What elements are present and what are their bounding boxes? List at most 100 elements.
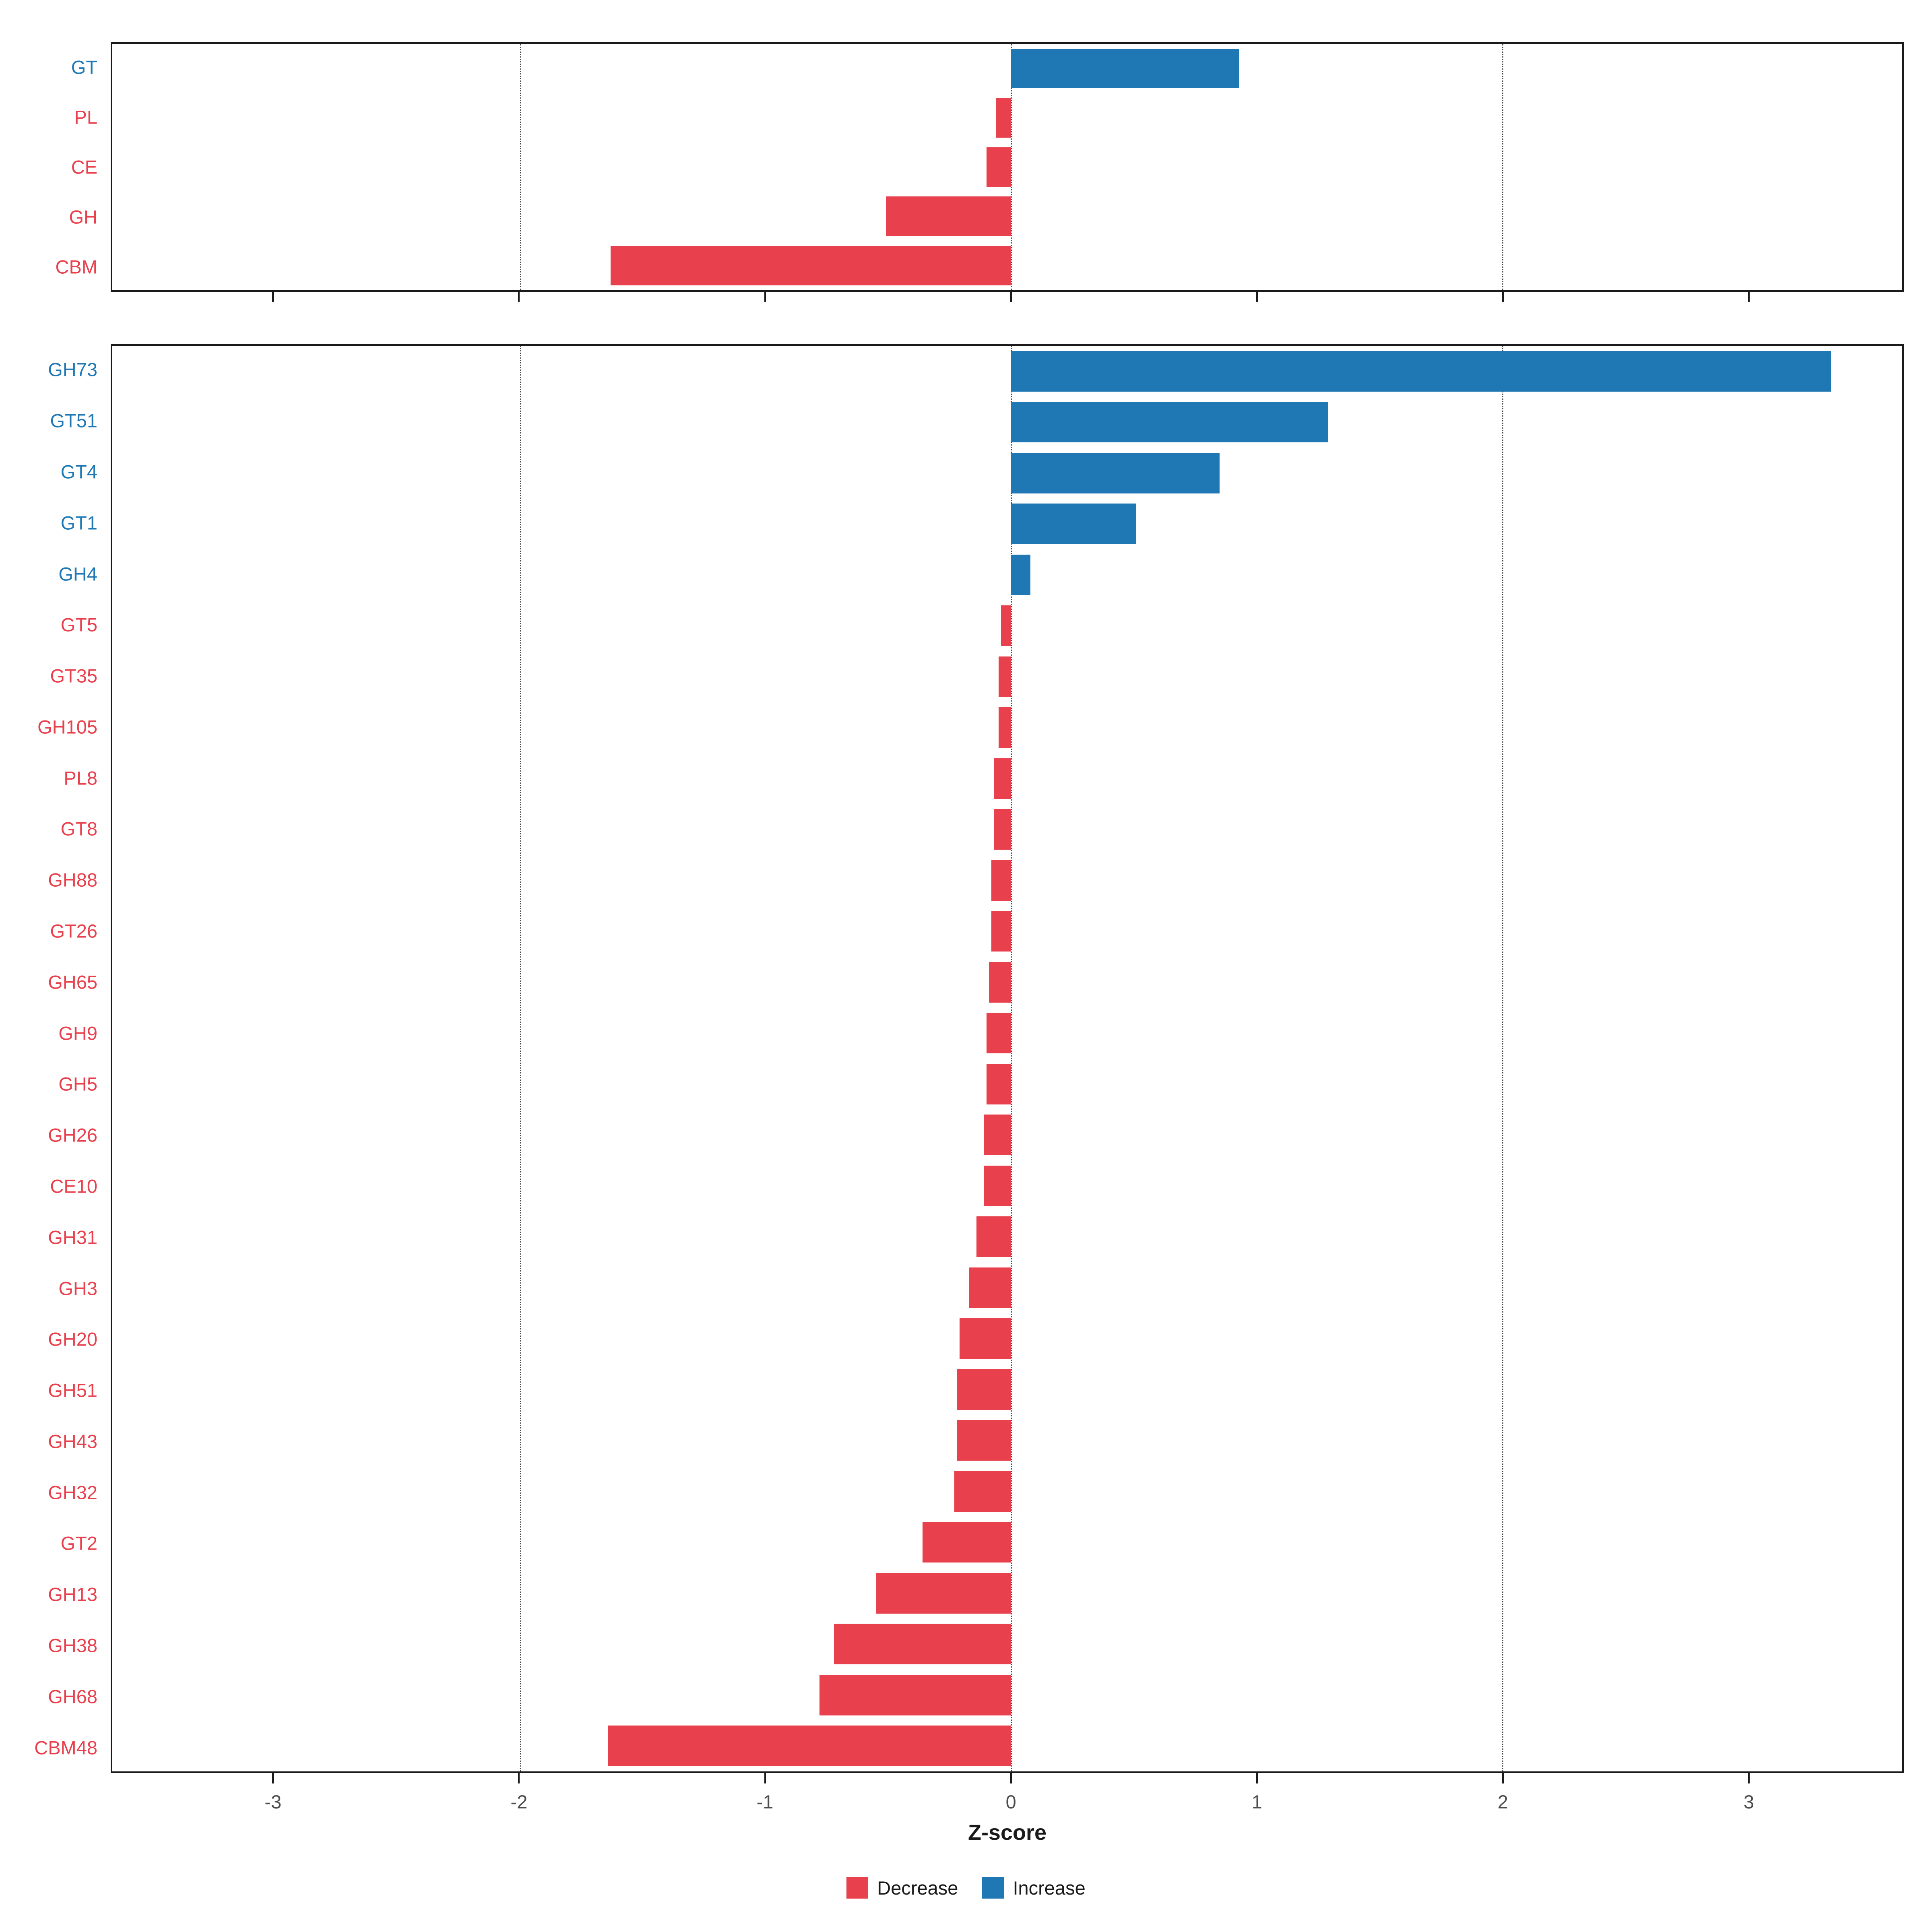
bar-gt	[1011, 49, 1239, 89]
bar-gt4	[1011, 452, 1220, 493]
bottom-panel-x-tick-marks	[111, 1773, 1904, 1783]
bottom-panel-category-labels: GH73 GT51 GT4 GT1 GH4 GT5 GT35 GH105 PL8 GT8 GH88 G…	[0, 344, 104, 1773]
category-label-gt8: GT8	[60, 818, 97, 840]
category-label-gt51: GT51	[50, 410, 97, 431]
top-panel-plot-area	[111, 42, 1904, 292]
bar-gh32	[954, 1471, 1011, 1512]
bar-gh26	[984, 1115, 1011, 1156]
bar-gh4	[1011, 554, 1031, 595]
bar-gt8	[993, 809, 1011, 850]
category-label-gt35: GT35	[50, 665, 97, 687]
x-tick-label: 3	[1743, 1791, 1754, 1812]
category-label-gh68: GH68	[48, 1686, 97, 1707]
category-label-gh5: GH5	[58, 1073, 97, 1095]
x-tick-mark	[518, 292, 520, 302]
bar-gh68	[819, 1674, 1011, 1715]
gridline	[1011, 44, 1012, 290]
bar-gt26	[991, 911, 1011, 952]
category-label-gh88: GH88	[48, 869, 97, 891]
category-label-gh13: GH13	[48, 1583, 97, 1605]
bar-gh38	[834, 1624, 1011, 1665]
x-tick-mark	[1256, 1773, 1258, 1783]
legend-item-decrease: Decrease	[846, 1877, 958, 1899]
bar-cbm48	[608, 1726, 1011, 1767]
category-label-cbm48: CBM48	[34, 1737, 97, 1759]
x-tick-mark	[764, 292, 766, 302]
bar-gh43	[957, 1420, 1011, 1461]
category-label-gh31: GH31	[48, 1226, 97, 1248]
x-tick-label: -1	[756, 1791, 774, 1812]
bar-gh	[886, 196, 1011, 236]
legend-swatch-increase	[982, 1877, 1004, 1899]
category-label-gh65: GH65	[48, 971, 97, 993]
bar-gh13	[876, 1573, 1011, 1614]
bottom-panel-plot-area	[111, 344, 1904, 1773]
bar-gt5	[1001, 605, 1011, 646]
x-tick-mark	[272, 292, 274, 302]
legend-item-increase: Increase	[982, 1877, 1086, 1899]
x-tick-mark	[1010, 1773, 1012, 1783]
category-label-cbm: CBM	[55, 256, 97, 278]
bar-ce10	[984, 1165, 1011, 1206]
category-label-gh51: GH51	[48, 1379, 97, 1401]
category-label-gh9: GH9	[58, 1022, 97, 1044]
bar-cbm	[611, 246, 1011, 285]
gridline	[1502, 346, 1503, 1771]
category-label-gh105: GH105	[37, 716, 97, 738]
top-panel-x-tick-marks	[111, 292, 1904, 302]
category-label-gt: GT	[71, 56, 97, 78]
x-tick-label: -2	[510, 1791, 528, 1812]
x-tick-mark	[1502, 292, 1504, 302]
bar-pl	[996, 98, 1011, 138]
bar-gh31	[976, 1216, 1011, 1257]
x-tick-label: 1	[1251, 1791, 1262, 1812]
bar-gh3	[969, 1267, 1011, 1308]
category-label-gh26: GH26	[48, 1124, 97, 1146]
gridline	[1011, 346, 1012, 1771]
category-label-gh: GH	[69, 206, 98, 228]
bar-gh9	[986, 1013, 1011, 1054]
legend-label: Increase	[1013, 1877, 1086, 1899]
bar-gt51	[1011, 402, 1328, 443]
x-tick-labels: -3 -2 -1 0 1 2 3	[111, 1789, 1904, 1815]
top-panel-category-labels: GT PL CE GH CBM	[0, 42, 104, 292]
legend-swatch-decrease	[846, 1877, 869, 1899]
category-label-pl8: PL8	[64, 767, 97, 789]
category-label-gh32: GH32	[48, 1482, 97, 1503]
x-tick-mark	[1010, 292, 1012, 302]
bar-gh65	[989, 962, 1011, 1003]
bar-gt2	[923, 1522, 1011, 1563]
category-label-ce10: CE10	[50, 1175, 97, 1197]
x-tick-label: -3	[264, 1791, 282, 1812]
category-label-gt26: GT26	[50, 920, 97, 942]
bar-gh88	[991, 860, 1011, 901]
bar-gt1	[1011, 504, 1136, 545]
x-tick-mark	[1502, 1773, 1504, 1783]
x-tick-mark	[272, 1773, 274, 1783]
category-label-gh3: GH3	[58, 1278, 97, 1299]
category-label-gt5: GT5	[60, 614, 97, 636]
bar-gh20	[959, 1318, 1011, 1359]
category-label-gh38: GH38	[48, 1635, 97, 1656]
bar-ce	[986, 147, 1011, 187]
bar-gh51	[957, 1369, 1011, 1410]
gridline	[1502, 44, 1503, 290]
bar-pl8	[993, 758, 1011, 799]
bottom-panel: GH73 GT51 GT4 GT1 GH4 GT5 GT35 GH105 PL8 GT8 GH88 G…	[0, 344, 1932, 1783]
x-tick-mark	[1748, 1773, 1750, 1783]
category-label-gt2: GT2	[60, 1532, 97, 1554]
x-tick-mark	[518, 1773, 520, 1783]
x-axis-title: Z-score	[968, 1821, 1047, 1845]
bar-gh105	[999, 707, 1011, 748]
gridline	[520, 346, 521, 1771]
legend: Decrease Increase	[0, 1872, 1932, 1904]
category-label-gt1: GT1	[60, 512, 97, 534]
x-tick-mark	[764, 1773, 766, 1783]
category-label-gh43: GH43	[48, 1430, 97, 1452]
bar-gh73	[1011, 351, 1831, 392]
category-label-gh20: GH20	[48, 1328, 97, 1350]
gridline	[520, 44, 521, 290]
category-label-gh73: GH73	[48, 359, 97, 380]
legend-label: Decrease	[877, 1877, 958, 1899]
